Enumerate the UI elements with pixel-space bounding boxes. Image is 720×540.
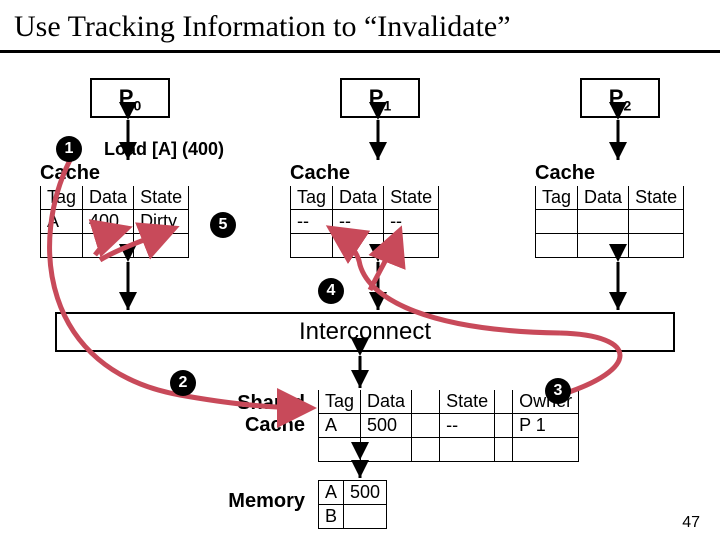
p1-td-data: --: [333, 210, 384, 234]
p0-th-state: State: [134, 186, 189, 210]
p2-label: P: [609, 85, 624, 110]
sc-td-data: 500: [361, 414, 412, 438]
cache-label-p0: Cache: [40, 162, 100, 185]
cache-label-p1: Cache: [290, 162, 350, 185]
p0-th-data: Data: [83, 186, 134, 210]
sc-th-tag: Tag: [319, 390, 361, 414]
badge-2: 2: [170, 370, 196, 396]
mem-r1c1: [344, 505, 387, 529]
badge-1: 1: [56, 136, 82, 162]
shared-cache-label-2: Cache: [225, 414, 305, 437]
mem-r0c1: 500: [344, 481, 387, 505]
p1-td-tag: --: [291, 210, 333, 234]
p2-th-tag: Tag: [536, 186, 578, 210]
processor-p2: P2: [580, 78, 660, 118]
p2-cache-table: Tag Data State: [535, 186, 684, 258]
sc-th-state: State: [440, 390, 495, 414]
p1-th-tag: Tag: [291, 186, 333, 210]
p1-cache-table: Tag Data State -- -- --: [290, 186, 439, 258]
p1-th-data: Data: [333, 186, 384, 210]
p2-th-state: State: [629, 186, 684, 210]
interconnect-box: Interconnect: [55, 312, 675, 352]
sc-td-owner: P 1: [513, 414, 579, 438]
p1-label: P: [369, 85, 384, 110]
p0-th-tag: Tag: [41, 186, 83, 210]
p0-td-tag: A: [41, 210, 83, 234]
badge-3: 3: [545, 378, 571, 404]
badge-5: 5: [210, 212, 236, 238]
p0-cache-table: Tag Data State A 400 Dirty: [40, 186, 189, 258]
processor-p0: P0: [90, 78, 170, 118]
mem-r1c0: B: [319, 505, 344, 529]
memory-label: Memory: [215, 490, 305, 513]
p0-label: P: [119, 85, 134, 110]
processor-p1: P1: [340, 78, 420, 118]
p2-th-data: Data: [578, 186, 629, 210]
p2-sub: 2: [623, 97, 631, 113]
p1-sub: 1: [383, 97, 391, 113]
p1-td-state: --: [384, 210, 439, 234]
load-instruction-text: Load [A] (400): [104, 139, 224, 160]
p0-td-data: 400: [83, 210, 134, 234]
shared-cache-table: Tag Data State Owner A 500 -- P 1: [318, 390, 579, 462]
p1-th-state: State: [384, 186, 439, 210]
mem-r0c0: A: [319, 481, 344, 505]
p0-sub: 0: [133, 97, 141, 113]
sc-td-state: --: [440, 414, 495, 438]
sc-td-tag: A: [319, 414, 361, 438]
memory-table: A 500 B: [318, 480, 387, 529]
title-underline: [0, 50, 720, 53]
slide-number: 47: [682, 514, 700, 532]
badge-4: 4: [318, 278, 344, 304]
shared-cache-label-1: Shared: [225, 392, 305, 415]
cache-label-p2: Cache: [535, 162, 595, 185]
sc-th-data: Data: [361, 390, 412, 414]
p0-td-state: Dirty: [134, 210, 189, 234]
slide-title: Use Tracking Information to “Invalidate”: [14, 10, 511, 44]
